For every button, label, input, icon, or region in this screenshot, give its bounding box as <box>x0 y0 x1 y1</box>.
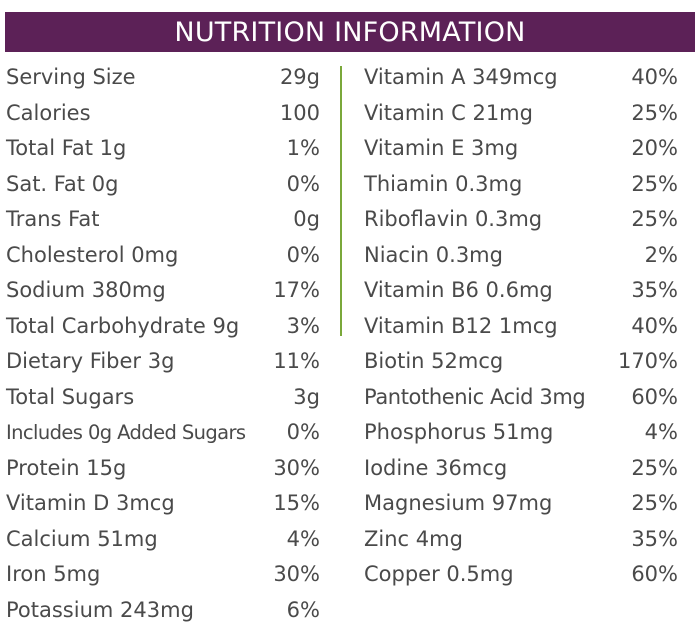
nutrient-label: Vitamin E 3mg <box>364 136 519 160</box>
nutrient-row: Vitamin E 3mg 20% <box>364 131 678 167</box>
nutrient-row: Total Fat 1g 1% <box>6 131 320 167</box>
nutrient-label: Magnesium 97mg <box>364 491 553 515</box>
page-title: NUTRITION INFORMATION <box>174 16 526 48</box>
nutrient-row: Vitamin A 349mcg 40% <box>364 60 678 96</box>
nutrient-row: Dietary Fiber 3g 11% <box>6 344 320 380</box>
nutrient-value: 100 <box>277 95 320 131</box>
nutrient-label: Dietary Fiber 3g <box>6 349 175 373</box>
nutrient-value: 6% <box>284 592 320 628</box>
nutrient-value: 25% <box>629 95 678 131</box>
nutrient-value: 30% <box>271 557 320 593</box>
nutrient-value: 35% <box>629 273 678 309</box>
nutrient-row: Niacin 0.3mg 2% <box>364 237 678 273</box>
nutrient-row: Calcium 51mg 4% <box>6 521 320 557</box>
nutrient-label: Protein 15g <box>6 455 127 480</box>
nutrient-value: 11% <box>271 344 320 380</box>
nutrient-value: 40% <box>629 60 678 96</box>
nutrient-row: Vitamin B12 1mcg 40% <box>364 308 678 344</box>
nutrition-header-banner: NUTRITION INFORMATION <box>5 12 695 52</box>
nutrient-row: Thiamin 0.3mg 25% <box>364 166 678 202</box>
nutrient-row: Includes 0g Added Sugars 0% <box>6 415 320 451</box>
nutrient-row: Vitamin B6 0.6mg 35% <box>364 273 678 309</box>
nutrient-value: 170% <box>615 344 678 380</box>
nutrient-value: 40% <box>629 308 678 344</box>
nutrient-label: Riboflavin 0.3mg <box>364 207 543 231</box>
nutrient-value: 0% <box>284 166 320 202</box>
nutrient-value: 25% <box>629 486 678 522</box>
nutrient-label: Biotin 52mcg <box>364 349 504 373</box>
nutrient-value: 0% <box>284 415 320 451</box>
nutrient-row: Calories 100 <box>6 95 320 131</box>
nutrient-label: Cholesterol 0mg <box>6 242 179 267</box>
nutrient-value: 60% <box>629 557 678 593</box>
nutrient-row: Protein 15g 30% <box>6 450 320 486</box>
nutrient-row: Sodium 380mg 17% <box>6 273 320 309</box>
nutrient-label: Vitamin B12 1mcg <box>364 313 558 338</box>
nutrient-value: 29g <box>277 60 320 96</box>
nutrient-label: Vitamin A 349mcg <box>364 65 558 89</box>
nutrient-row: Magnesium 97mg 25% <box>364 486 678 522</box>
nutrient-row: Total Sugars 3g <box>6 379 320 415</box>
nutrient-value: 30% <box>271 450 320 486</box>
nutrient-label: Serving Size <box>6 65 136 89</box>
nutrient-row: Vitamin C 21mg 25% <box>364 95 678 131</box>
nutrient-label: Niacin 0.3mg <box>364 242 503 267</box>
nutrient-value: 0g <box>291 202 320 238</box>
nutrient-label: Trans Fat <box>6 207 100 231</box>
nutrient-label: Vitamin C 21mg <box>364 100 533 125</box>
nutrient-label: Total Carbohydrate 9g <box>6 313 240 338</box>
nutrient-row: Zinc 4mg 35% <box>364 521 678 557</box>
nutrient-row: Sat. Fat 0g 0% <box>6 166 320 202</box>
nutrient-value: 4% <box>642 415 678 451</box>
nutrient-label: Potassium 243mg <box>6 597 194 622</box>
nutrient-row: Trans Fat 0g <box>6 202 320 238</box>
nutrient-row: Serving Size 29g <box>6 60 320 96</box>
nutrient-row: Vitamin D 3mcg 15% <box>6 486 320 522</box>
nutrient-label: Total Sugars <box>6 384 135 409</box>
column-divider <box>340 66 342 336</box>
nutrient-list-left: Serving Size 29g Calories 100 Total Fat 1g… <box>6 60 320 628</box>
nutrient-row: Riboflavin 0.3mg 25% <box>364 202 678 238</box>
nutrient-label: Calcium 51mg <box>6 526 158 551</box>
nutrient-label: Sat. Fat 0g <box>6 171 119 196</box>
nutrient-label: Vitamin B6 0.6mg <box>364 278 553 302</box>
nutrient-row: Total Carbohydrate 9g 3% <box>6 308 320 344</box>
nutrient-value: 20% <box>629 131 678 167</box>
nutrient-label: Total Fat 1g <box>6 136 127 160</box>
nutrient-value: 60% <box>629 379 678 415</box>
nutrient-row: Pantothenic Acid 3mg 60% <box>364 379 678 415</box>
nutrient-label: Calories <box>6 100 91 125</box>
nutrient-label: Iron 5mg <box>6 562 101 586</box>
nutrient-value: 25% <box>629 450 678 486</box>
nutrient-row: Potassium 243mg 6% <box>6 592 320 628</box>
nutrient-label: Vitamin D 3mcg <box>6 491 175 515</box>
nutrient-label: Pantothenic Acid 3mg <box>364 384 586 409</box>
nutrient-value: 35% <box>629 521 678 557</box>
nutrient-value: 17% <box>271 273 320 309</box>
nutrient-value: 4% <box>284 521 320 557</box>
nutrient-row: Iron 5mg 30% <box>6 557 320 593</box>
nutrient-value: 25% <box>629 202 678 238</box>
nutrient-row: Copper 0.5mg 60% <box>364 557 678 593</box>
nutrient-value: 0% <box>284 237 320 273</box>
nutrient-row: Biotin 52mcg 170% <box>364 344 678 380</box>
nutrient-label: Copper 0.5mg <box>364 562 514 586</box>
nutrient-row: Phosphorus 51mg 4% <box>364 415 678 451</box>
nutrient-row: Cholesterol 0mg 0% <box>6 237 320 273</box>
nutrient-label: Includes 0g Added Sugars <box>6 421 246 444</box>
nutrient-value: 3g <box>291 379 320 415</box>
nutrient-label: Thiamin 0.3mg <box>364 171 523 196</box>
nutrient-list-right: Vitamin A 349mcg 40% Vitamin C 21mg 25% Vi… <box>364 60 678 593</box>
nutrient-value: 3% <box>284 308 320 344</box>
nutrient-label: Iodine 36mcg <box>364 455 508 480</box>
nutrient-value: 15% <box>271 486 320 522</box>
nutrient-label: Zinc 4mg <box>364 526 463 551</box>
nutrient-row: Iodine 36mcg 25% <box>364 450 678 486</box>
nutrient-value: 25% <box>629 166 678 202</box>
nutrient-value: 2% <box>642 237 678 273</box>
nutrient-value: 1% <box>284 131 320 167</box>
nutrient-label: Phosphorus 51mg <box>364 420 554 444</box>
nutrient-label: Sodium 380mg <box>6 278 166 302</box>
